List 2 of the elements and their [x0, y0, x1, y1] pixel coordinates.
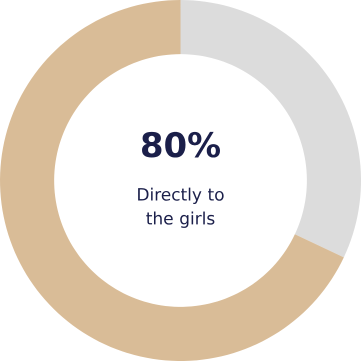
text: Directly to the girls	[138, 188, 224, 228]
text: 80%	[142, 132, 220, 158]
